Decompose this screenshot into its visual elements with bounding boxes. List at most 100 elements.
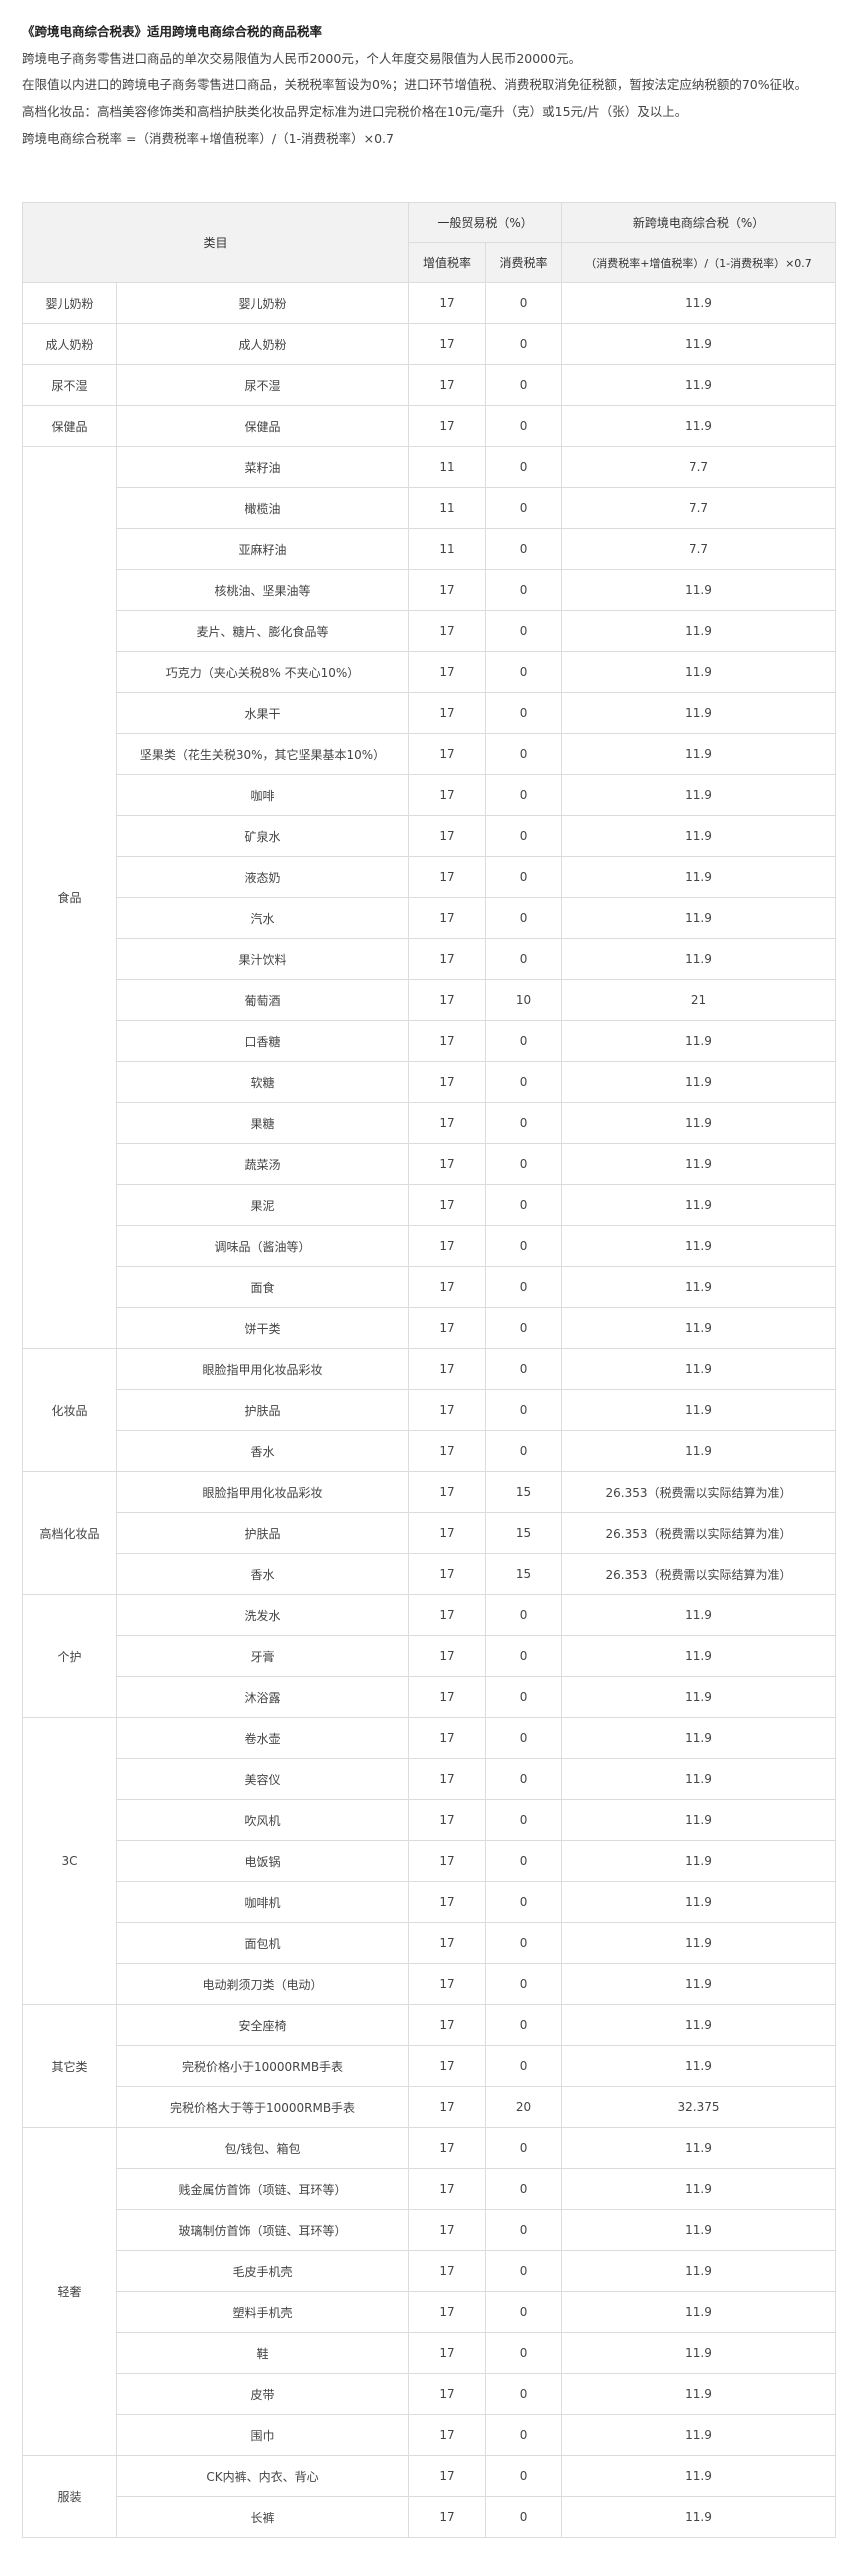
item-name-cell: 亚麻籽油	[115, 528, 410, 570]
consumption-rate-cell: 0	[485, 610, 563, 652]
table-row: 坚果类（花生关税30%，其它坚果基本10%） 17 0 11.9	[23, 733, 837, 775]
vat-rate-cell: 17	[408, 938, 487, 980]
consumption-rate-cell: 0	[485, 1061, 563, 1103]
item-name-cell: 汽水	[115, 897, 410, 939]
item-name-cell: 香水	[115, 1553, 410, 1595]
consumption-rate-cell: 0	[485, 692, 563, 734]
item-name-cell: 电饭锅	[115, 1840, 410, 1882]
vat-rate-cell: 17	[408, 2250, 487, 2292]
combined-tax-cell: 11.9	[561, 1635, 837, 1677]
item-name-cell: 液态奶	[115, 856, 410, 898]
consumption-rate-cell: 15	[485, 1553, 563, 1595]
consumption-rate-cell: 0	[485, 2414, 563, 2456]
vat-rate-cell: 17	[408, 2168, 487, 2210]
header-general-trade-tax: 一般贸易税（%）	[408, 202, 563, 243]
consumption-rate-cell: 0	[485, 2168, 563, 2210]
vat-rate-cell: 17	[408, 405, 487, 447]
combined-tax-cell: 32.375	[561, 2086, 837, 2128]
vat-rate-cell: 17	[408, 856, 487, 898]
consumption-rate-cell: 0	[485, 1430, 563, 1472]
category-group-cell: 其它类	[22, 2004, 117, 2128]
table-row: 面食 17 0 11.9	[23, 1266, 837, 1308]
category-group-cell: 服装	[22, 2455, 117, 2538]
consumption-rate-cell: 15	[485, 1471, 563, 1513]
table-row: 吹风机 17 0 11.9	[23, 1799, 837, 1841]
consumption-rate-cell: 0	[485, 815, 563, 857]
item-name-cell: 水果干	[115, 692, 410, 734]
consumption-rate-cell: 0	[485, 2209, 563, 2251]
table-row: 皮带 17 0 11.9	[23, 2373, 837, 2415]
header-category: 类目	[21, 202, 410, 283]
table-row: 其它类 安全座椅 17 0 11.9	[22, 2004, 837, 2128]
combined-tax-cell: 21	[561, 979, 837, 1021]
table-row: 3C 卷水壶 17 0 11.9	[22, 1717, 837, 2005]
item-name-cell: 核桃油、坚果油等	[115, 569, 410, 611]
table-row: 完税价格大于等于10000RMB手表 17 20 32.375	[23, 2086, 837, 2128]
consumption-rate-cell: 0	[485, 1717, 563, 1759]
vat-rate-cell: 17	[408, 2332, 487, 2374]
table-row: 婴儿奶粉 婴儿奶粉 17 0 11.9	[22, 282, 837, 324]
table-row: 围巾 17 0 11.9	[23, 2414, 837, 2456]
table-row: 亚麻籽油 11 0 7.7	[23, 528, 837, 570]
table-row: 个护 洗发水 17 0 11.9	[22, 1594, 837, 1718]
consumption-rate-cell: 0	[485, 1348, 563, 1390]
item-name-cell: 巧克力（夹心关税8% 不夹心10%）	[115, 651, 410, 693]
consumption-rate-cell: 0	[485, 1963, 563, 2005]
item-name-cell: 吹风机	[115, 1799, 410, 1841]
combined-tax-cell: 11.9	[561, 1266, 837, 1308]
consumption-rate-cell: 0	[485, 2250, 563, 2292]
consumption-rate-cell: 0	[485, 2332, 563, 2374]
vat-rate-cell: 17	[408, 1471, 487, 1513]
item-name-cell: 成人奶粉	[115, 323, 410, 365]
vat-rate-cell: 17	[408, 1594, 487, 1636]
vat-rate-cell: 17	[408, 1922, 487, 1964]
combined-tax-cell: 11.9	[561, 1717, 837, 1759]
item-name-cell: 贱金属仿首饰（项链、耳环等）	[115, 2168, 410, 2210]
vat-rate-cell: 17	[408, 1758, 487, 1800]
consumption-rate-cell: 0	[485, 364, 563, 406]
consumption-rate-cell: 0	[485, 1799, 563, 1841]
vat-rate-cell: 17	[408, 1553, 487, 1595]
table-row: 电动剃须刀类（电动） 17 0 11.9	[23, 1963, 837, 2005]
item-name-cell: 果糖	[115, 1102, 410, 1144]
item-name-cell: 菜籽油	[115, 446, 410, 488]
vat-rate-cell: 17	[408, 1061, 487, 1103]
intro-section: 《跨境电商综合税表》适用跨境电商综合税的商品税率 跨境电子商务零售进口商品的单次…	[0, 0, 853, 149]
table-row: 葡萄酒 17 10 21	[23, 979, 837, 1021]
item-name-cell: 沐浴露	[115, 1676, 410, 1718]
consumption-rate-cell: 0	[485, 2127, 563, 2169]
consumption-rate-cell: 0	[485, 733, 563, 775]
table-row: 玻璃制仿首饰（项链、耳环等） 17 0 11.9	[23, 2209, 837, 2251]
table-row: 护肤品 17 0 11.9	[23, 1389, 837, 1431]
consumption-rate-cell: 0	[485, 1389, 563, 1431]
vat-rate-cell: 17	[408, 2414, 487, 2456]
vat-rate-cell: 17	[408, 1635, 487, 1677]
vat-rate-cell: 17	[408, 774, 487, 816]
consumption-rate-cell: 0	[485, 2455, 563, 2497]
vat-rate-cell: 17	[408, 282, 487, 324]
tax-rate-table: 类目 一般贸易税（%） 新跨境电商综合税（%） 增值税率 消费税率 （消费税率+…	[21, 202, 837, 2538]
item-name-cell: 香水	[115, 1430, 410, 1472]
item-name-cell: 橄榄油	[115, 487, 410, 529]
header-new-cross-border-tax: 新跨境电商综合税（%）	[561, 202, 837, 243]
table-row: 长裤 17 0 11.9	[23, 2496, 837, 2538]
combined-tax-cell: 11.9	[561, 2004, 837, 2046]
vat-rate-cell: 17	[408, 1348, 487, 1390]
combined-tax-cell: 7.7	[561, 528, 837, 570]
consumption-rate-cell: 0	[485, 2496, 563, 2538]
combined-tax-cell: 11.9	[561, 2209, 837, 2251]
consumption-rate-cell: 0	[485, 1102, 563, 1144]
combined-tax-cell: 11.9	[561, 1963, 837, 2005]
category-group-cell: 保健品	[22, 405, 117, 447]
combined-tax-cell: 11.9	[561, 282, 837, 324]
table-row: 毛皮手机壳 17 0 11.9	[23, 2250, 837, 2292]
consumption-rate-cell: 0	[485, 1307, 563, 1349]
item-name-cell: 包/钱包、箱包	[115, 2127, 410, 2169]
item-name-cell: 美容仪	[115, 1758, 410, 1800]
table-row: 香水 17 15 26.353（税费需以实际结算为准）	[23, 1553, 837, 1595]
combined-tax-cell: 11.9	[561, 1430, 837, 1472]
item-name-cell: 眼脸指甲用化妆品彩妆	[115, 1471, 410, 1513]
table-row: 巧克力（夹心关税8% 不夹心10%） 17 0 11.9	[23, 651, 837, 693]
vat-rate-cell: 17	[408, 651, 487, 693]
consumption-rate-cell: 0	[485, 282, 563, 324]
